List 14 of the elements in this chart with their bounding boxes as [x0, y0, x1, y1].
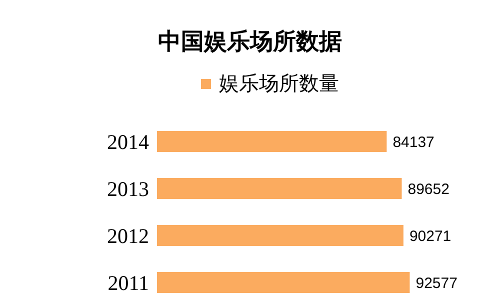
data-label: 90271: [409, 228, 452, 245]
bar: [157, 178, 402, 199]
data-label: 89652: [408, 180, 450, 198]
y-tick-label: 2011: [108, 270, 149, 295]
y-tick-label: 2012: [107, 224, 149, 248]
y-tick-label: 2014: [107, 130, 150, 154]
y-tick-label: 2013: [107, 176, 149, 201]
chart-title: 中国娱乐场所数据: [157, 27, 343, 56]
bar: [157, 131, 387, 152]
bar: [157, 225, 404, 246]
legend-label: 娱乐场所数量: [218, 72, 339, 97]
data-label: 84137: [392, 134, 434, 151]
data-label: 92577: [416, 274, 458, 292]
bar: [157, 272, 410, 293]
